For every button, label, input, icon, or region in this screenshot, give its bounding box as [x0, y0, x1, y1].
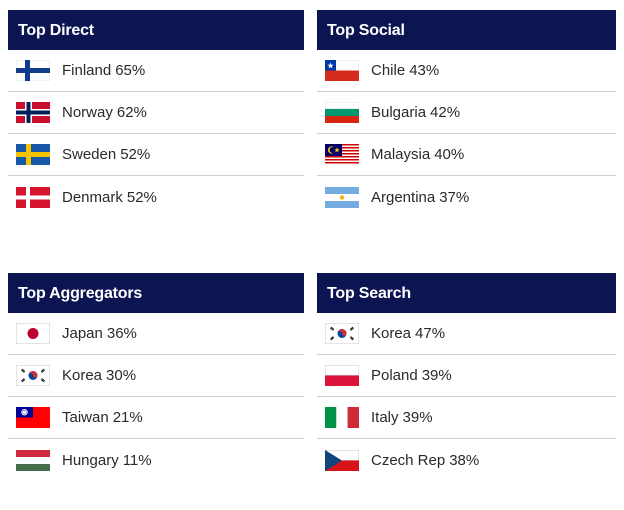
- italy-flag-icon: [325, 407, 359, 428]
- panel-title: Top Search: [317, 273, 616, 313]
- list-item: Malaysia 40%: [317, 134, 616, 176]
- poland-flag-icon: [325, 365, 359, 386]
- panel-title: Top Aggregators: [8, 273, 304, 313]
- percent-label: 21%: [112, 409, 143, 426]
- percent-label: 11%: [122, 451, 152, 469]
- norway-flag-icon: [16, 102, 50, 123]
- taiwan-flag-icon: [16, 407, 50, 428]
- list-item: Sweden 52%: [8, 134, 304, 176]
- hungary-flag-icon: [16, 449, 50, 471]
- list-item: Hungary 11%: [8, 439, 304, 481]
- percent-label: 38%: [449, 451, 480, 469]
- country-label: Argentina: [371, 188, 436, 206]
- list-item: Finland 65%: [8, 50, 304, 92]
- percent-label: 42%: [430, 104, 461, 121]
- sweden-flag-icon: [16, 144, 50, 165]
- japan-flag-icon: [16, 323, 50, 344]
- country-label: Chile: [371, 62, 406, 79]
- country-label: Hungary: [62, 451, 119, 469]
- list-item: Korea 47%: [317, 313, 616, 355]
- country-label: Norway: [62, 104, 113, 121]
- country-label: Finland: [62, 62, 112, 79]
- list-item: Argentina 37%: [317, 176, 616, 218]
- percent-label: 36%: [106, 325, 137, 342]
- percent-label: 52%: [120, 146, 151, 163]
- panel-top-aggregators: Top Aggregators Japan 36% Korea 30%: [8, 273, 304, 481]
- percent-label: 30%: [106, 367, 137, 384]
- list-item: Chile 43%: [317, 50, 616, 92]
- country-label: Malaysia: [371, 146, 431, 163]
- country-label: Bulgaria: [371, 104, 427, 121]
- percent-label: 65%: [115, 62, 146, 79]
- czech-flag-icon: [325, 449, 359, 471]
- country-label: Italy: [371, 409, 399, 426]
- denmark-flag-icon: [16, 186, 50, 208]
- list-item: Bulgaria 42%: [317, 92, 616, 134]
- country-label: Denmark: [62, 188, 123, 206]
- chile-flag-icon: [325, 60, 359, 81]
- country-label: Korea: [371, 325, 412, 342]
- panel-top-search: Top Search Korea 47% Poland 39%: [317, 273, 616, 481]
- list-item: Japan 36%: [8, 313, 304, 355]
- country-label: Czech Rep: [371, 451, 446, 469]
- percent-label: 62%: [116, 104, 147, 121]
- bulgaria-flag-icon: [325, 102, 359, 123]
- panel-top-direct: Top Direct Finland 65% Norway 62% Sweden…: [8, 10, 304, 218]
- panel-top-social: Top Social Chile 43% Bulgaria 42%: [317, 10, 616, 218]
- percent-label: 39%: [402, 409, 433, 426]
- panel-title: Top Direct: [8, 10, 304, 50]
- country-label: Korea: [62, 367, 103, 384]
- list-item: Italy 39%: [317, 397, 616, 439]
- country-label: Poland: [371, 367, 418, 384]
- percent-label: 47%: [415, 325, 446, 342]
- country-label: Taiwan: [62, 409, 109, 426]
- list-item: Korea 30%: [8, 355, 304, 397]
- korea-flag-icon: [16, 365, 50, 386]
- percent-label: 43%: [409, 62, 440, 79]
- finland-flag-icon: [16, 60, 50, 81]
- percent-label: 37%: [439, 188, 470, 206]
- country-label: Japan: [62, 325, 103, 342]
- percent-label: 39%: [421, 367, 452, 384]
- list-item: Norway 62%: [8, 92, 304, 134]
- percent-label: 40%: [434, 146, 465, 163]
- percent-label: 52%: [126, 188, 157, 206]
- malaysia-flag-icon: [325, 144, 359, 165]
- korea-flag-icon: [325, 323, 359, 344]
- list-item: Denmark 52%: [8, 176, 304, 218]
- list-item: Poland 39%: [317, 355, 616, 397]
- list-item: Czech Rep 38%: [317, 439, 616, 481]
- argentina-flag-icon: [325, 186, 359, 208]
- panel-title: Top Social: [317, 10, 616, 50]
- list-item: Taiwan 21%: [8, 397, 304, 439]
- country-label: Sweden: [62, 146, 117, 163]
